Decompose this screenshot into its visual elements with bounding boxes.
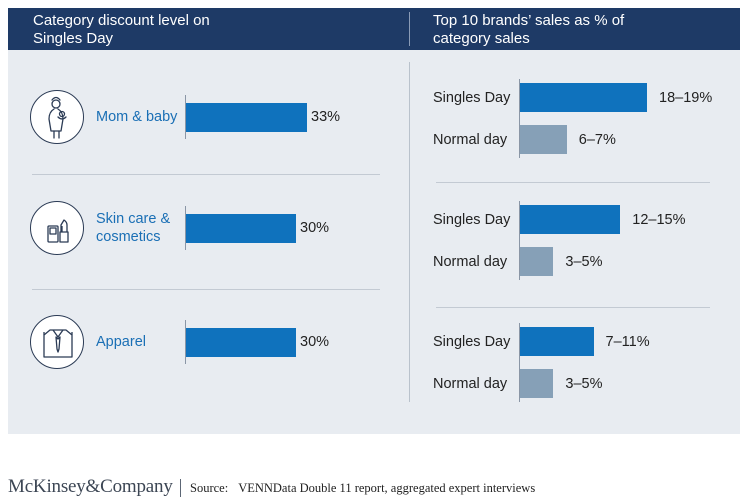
category-label: Skin care & — [96, 211, 171, 227]
category-label: Apparel — [96, 334, 146, 350]
singles-day-value-label: 18–19% — [659, 90, 713, 106]
group-axis — [519, 201, 520, 280]
left-title-line1: Category discount level on — [33, 12, 210, 29]
row-divider — [32, 174, 380, 175]
chart-header: Category discount level on Singles Day T… — [8, 8, 740, 50]
row-divider — [32, 289, 380, 290]
discount-bar — [186, 102, 307, 132]
discount-value-label: 30% — [300, 334, 330, 350]
normal-day-bar — [520, 125, 567, 154]
source-text: VENNData Double 11 report, aggregated ex… — [238, 481, 536, 495]
singles-day-bar — [520, 205, 621, 234]
right-title-line1: Top 10 brands’ sales as % of — [433, 12, 625, 29]
right-title-line2: category sales — [433, 30, 530, 47]
source-note: Source: VENNData Double 11 report, aggreg… — [190, 481, 535, 496]
group-divider — [436, 307, 710, 308]
cosmetics-icon — [30, 201, 84, 255]
normal-day-value-label: 3–5% — [565, 254, 603, 270]
mckinsey-logo: McKinsey&Company — [8, 476, 173, 497]
series-label-normal-day: Normal day — [433, 254, 508, 270]
group-axis — [519, 79, 520, 158]
group-divider — [436, 182, 710, 183]
normal-day-bar — [520, 369, 554, 398]
normal-day-bar — [520, 247, 554, 276]
series-label-normal-day: Normal day — [433, 376, 508, 392]
singles-day-value-label: 12–15% — [632, 212, 686, 228]
normal-day-value-label: 3–5% — [565, 376, 603, 392]
panel-divider — [409, 62, 410, 402]
normal-day-value-label: 6–7% — [578, 132, 616, 148]
category-label: Mom & baby — [96, 109, 178, 125]
header-divider — [409, 12, 410, 46]
shirt-icon — [30, 315, 84, 369]
group-axis — [519, 323, 520, 402]
singles-day-value-label: 7–11% — [605, 334, 650, 350]
series-label-singles-day: Singles Day — [433, 90, 511, 106]
series-label-singles-day: Singles Day — [433, 334, 511, 350]
discount-value-label: 33% — [311, 109, 341, 125]
category-axis — [185, 206, 186, 250]
discount-bar — [186, 327, 296, 357]
footer-separator — [180, 479, 181, 497]
category-label: cosmetics — [96, 229, 161, 245]
source-key: Source: — [190, 481, 229, 495]
left-title-line2: Singles Day — [33, 30, 114, 47]
series-label-normal-day: Normal day — [433, 132, 508, 148]
singles-day-bar — [520, 327, 594, 356]
series-label-singles-day: Singles Day — [433, 212, 511, 228]
discount-value-label: 30% — [300, 220, 330, 236]
discount-bar — [186, 213, 296, 243]
singles-day-bar — [520, 83, 647, 112]
mother-baby-icon — [30, 90, 84, 144]
category-axis — [185, 95, 186, 139]
category-axis — [185, 320, 186, 364]
chart-panel — [8, 50, 740, 434]
